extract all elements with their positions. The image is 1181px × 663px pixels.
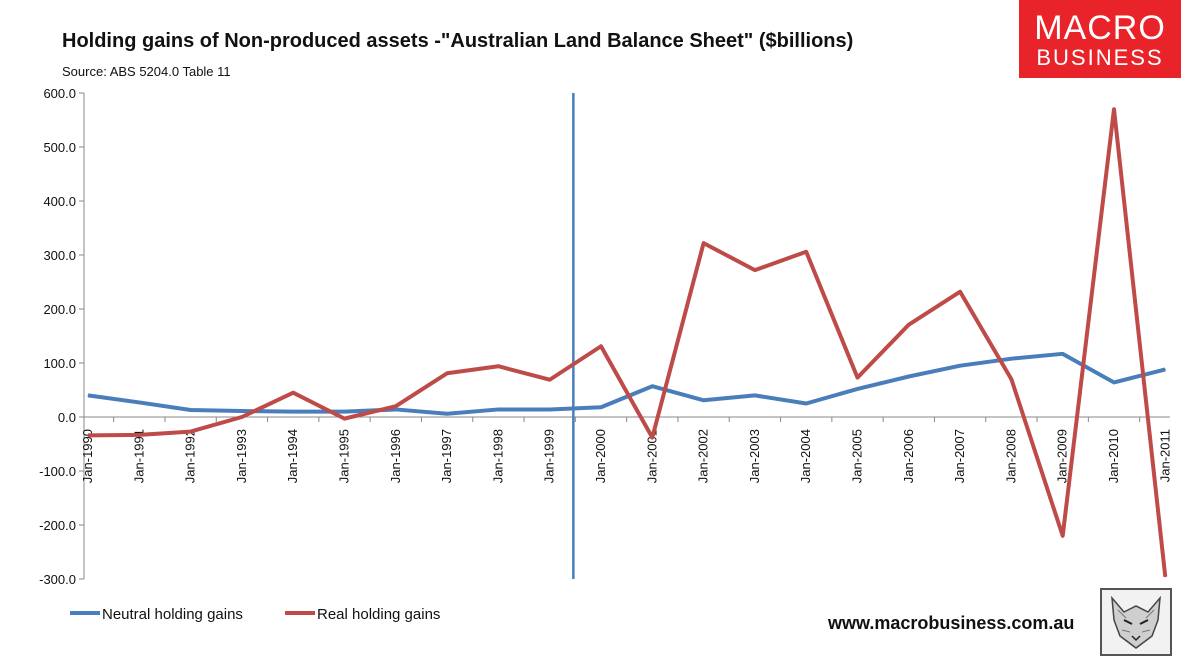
x-tick-label: Jan-1993 <box>234 429 249 483</box>
y-tick-label: 200.0 <box>43 302 76 317</box>
x-tick-label: Jan-1999 <box>542 429 557 483</box>
legend-label: Neutral holding gains <box>102 606 243 623</box>
x-tick-label: Jan-1998 <box>490 429 505 483</box>
data-point <box>703 399 705 401</box>
x-tick-label: Jan-2011 <box>1157 429 1172 482</box>
data-point <box>600 406 602 408</box>
y-tick-label: 100.0 <box>43 356 76 371</box>
x-tick-label: Jan-2004 <box>798 429 813 483</box>
data-point <box>138 434 140 436</box>
data-point <box>446 413 448 415</box>
x-tick-label: Jan-2007 <box>952 429 967 483</box>
data-point <box>549 379 551 381</box>
data-point <box>754 269 756 271</box>
data-point <box>395 408 397 410</box>
data-point <box>344 418 345 420</box>
x-tick-label: Jan-2002 <box>696 429 711 483</box>
data-point <box>908 376 910 377</box>
data-point <box>241 410 243 412</box>
data-point <box>1062 535 1064 537</box>
data-point <box>497 408 499 410</box>
data-point <box>87 434 89 436</box>
data-point <box>1062 353 1064 355</box>
data-point <box>651 437 653 439</box>
x-tick-label: Jan-1991 <box>131 429 146 483</box>
logo-line-business: BUSINESS <box>1036 45 1164 70</box>
data-point <box>805 251 807 253</box>
real-holding-gains-line <box>87 107 1168 578</box>
chart-source: Source: ABS 5204.0 Table 11 <box>62 64 231 79</box>
x-tick-label: Jan-2005 <box>850 429 865 483</box>
data-point <box>857 377 858 379</box>
x-tick-label: Jan-2009 <box>1055 429 1070 483</box>
data-point <box>1164 576 1166 578</box>
data-point <box>446 372 448 374</box>
y-tick-label: 600.0 <box>43 86 76 101</box>
x-tick-label: Jan-2000 <box>593 429 608 483</box>
x-tick-label: Jan-2006 <box>901 429 916 483</box>
data-point <box>805 403 807 404</box>
data-point <box>190 431 192 433</box>
data-point <box>395 405 397 407</box>
y-tick-label: -100.0 <box>39 464 76 479</box>
legend-label: Real holding gains <box>317 606 440 623</box>
data-point <box>190 409 192 411</box>
macrobusiness-logo: MACRO BUSINESS <box>1019 0 1181 78</box>
chart-title: Holding gains of Non-produced assets -"A… <box>62 30 854 52</box>
x-tick-label: Jan-1995 <box>337 429 352 483</box>
data-point <box>959 291 961 293</box>
data-point <box>857 388 858 390</box>
y-tick-label: 0.0 <box>58 410 76 425</box>
x-tick-label: Jan-1994 <box>285 429 300 483</box>
data-point <box>1010 378 1012 380</box>
data-point <box>754 394 756 396</box>
y-tick-label: -200.0 <box>39 518 76 533</box>
x-tick-label: Jan-2003 <box>747 429 762 483</box>
x-tick-label: Jan-2001 <box>644 429 659 483</box>
x-tick-label: Jan-1996 <box>388 429 403 483</box>
data-point <box>292 411 294 413</box>
wolf-badge-image <box>1100 588 1172 656</box>
data-point <box>908 324 910 326</box>
x-tick-label: Jan-2010 <box>1106 429 1121 483</box>
logo-line-macro: MACRO <box>1034 9 1166 47</box>
data-point <box>497 365 499 367</box>
x-tick-label: Jan-1992 <box>183 429 198 483</box>
data-point <box>959 365 961 367</box>
data-point <box>344 411 345 413</box>
data-point <box>600 345 602 347</box>
data-point <box>241 416 243 418</box>
data-point <box>703 242 705 244</box>
data-point <box>651 385 653 387</box>
data-point <box>1010 358 1012 360</box>
x-tick-label: Jan-1997 <box>439 429 454 483</box>
x-tick-label: Jan-1990 <box>80 429 95 483</box>
data-point <box>1113 381 1115 383</box>
x-tick-label: Jan-2008 <box>1003 429 1018 483</box>
data-point <box>292 392 294 394</box>
data-point <box>1164 368 1166 370</box>
data-point <box>549 408 551 410</box>
wolf-icon <box>1111 595 1161 649</box>
data-point <box>138 401 140 403</box>
y-tick-label: 500.0 <box>43 140 76 155</box>
y-tick-label: -300.0 <box>39 572 76 587</box>
data-point <box>87 394 89 396</box>
data-point <box>1113 108 1115 110</box>
neutral-holding-gains-line <box>87 351 1166 416</box>
y-tick-label: 400.0 <box>43 194 76 209</box>
y-tick-label: 300.0 <box>43 248 76 263</box>
website-url: www.macrobusiness.com.au <box>828 613 1075 633</box>
